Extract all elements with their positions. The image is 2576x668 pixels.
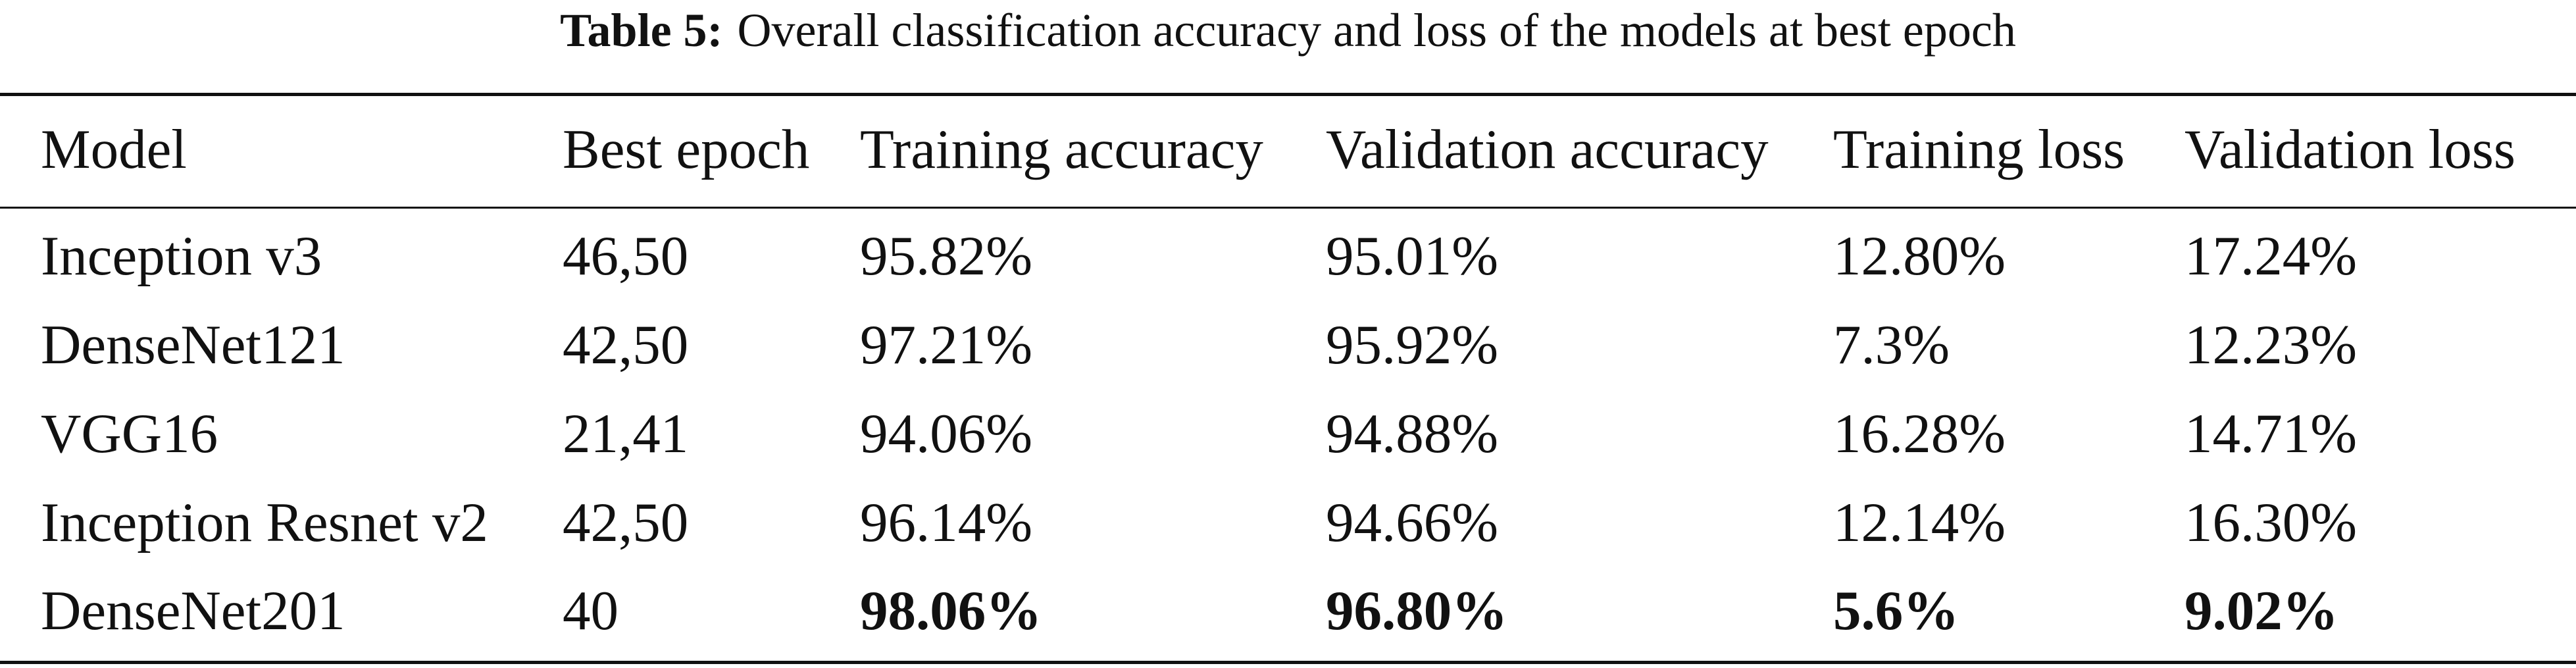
header-training-accuracy: Training accuracy — [860, 118, 1263, 180]
table-row: VGG16 21,41 94.06% 94.88% 16.28% 14.71% — [0, 391, 2576, 476]
cell-validation-accuracy: 95.01% — [1326, 225, 1499, 287]
cell-training-loss: 7.3% — [1833, 314, 1950, 376]
cell-training-loss: 16.28% — [1833, 403, 2006, 465]
table-caption: Table 5: Overall classification accuracy … — [0, 0, 2576, 72]
cell-best-epoch: 42,50 — [563, 492, 689, 553]
header-validation-loss: Validation loss — [2185, 118, 2515, 180]
cell-training-loss: 12.80% — [1833, 225, 2006, 287]
header-best-epoch: Best epoch — [563, 118, 810, 180]
table-row: Inception v3 46,50 95.82% 95.01% 12.80% … — [0, 213, 2576, 299]
cell-model: DenseNet121 — [41, 314, 345, 376]
cell-validation-accuracy: 94.66% — [1326, 492, 1499, 553]
cell-best-epoch: 46,50 — [563, 225, 689, 287]
cell-model: DenseNet201 — [41, 580, 345, 642]
header-model: Model — [41, 118, 187, 180]
cell-model: Inception Resnet v2 — [41, 492, 488, 553]
cell-best-epoch: 42,50 — [563, 314, 689, 376]
table-row: DenseNet201 40 98.06% 96.80% 5.6% 9.02% — [0, 568, 2576, 654]
cell-validation-loss: 12.23% — [2185, 314, 2358, 376]
cell-validation-loss: 9.02% — [2185, 580, 2338, 642]
cell-training-accuracy: 96.14% — [860, 492, 1033, 553]
cell-training-accuracy: 94.06% — [860, 403, 1033, 465]
cell-training-loss: 12.14% — [1833, 492, 2006, 553]
table-caption-text: Overall classification accuracy and loss… — [737, 4, 2016, 57]
table-caption-label: Table 5: — [560, 4, 723, 57]
table-header-row: Model Best epoch Training accuracy Valid… — [0, 107, 2576, 192]
cell-training-accuracy: 97.21% — [860, 314, 1033, 376]
cell-validation-accuracy: 96.80% — [1326, 580, 1508, 642]
cell-training-accuracy: 95.82% — [860, 225, 1033, 287]
cell-best-epoch: 40 — [563, 580, 619, 642]
header-validation-accuracy: Validation accuracy — [1326, 118, 1769, 180]
cell-validation-accuracy: 95.92% — [1326, 314, 1499, 376]
cell-best-epoch: 21,41 — [563, 403, 689, 465]
cell-validation-loss: 17.24% — [2185, 225, 2358, 287]
table-bottom-rule — [0, 661, 2576, 664]
cell-training-accuracy: 98.06% — [860, 580, 1042, 642]
table-header-rule — [0, 207, 2576, 209]
cell-validation-loss: 16.30% — [2185, 492, 2358, 553]
table-row: DenseNet121 42,50 97.21% 95.92% 7.3% 12.… — [0, 302, 2576, 388]
header-training-loss: Training loss — [1833, 118, 2125, 180]
cell-model: VGG16 — [41, 403, 218, 465]
cell-validation-loss: 14.71% — [2185, 403, 2358, 465]
cell-validation-accuracy: 94.88% — [1326, 403, 1499, 465]
table-row: Inception Resnet v2 42,50 96.14% 94.66% … — [0, 480, 2576, 565]
cell-training-loss: 5.6% — [1833, 580, 1959, 642]
table-top-rule — [0, 93, 2576, 96]
cell-model: Inception v3 — [41, 225, 322, 287]
